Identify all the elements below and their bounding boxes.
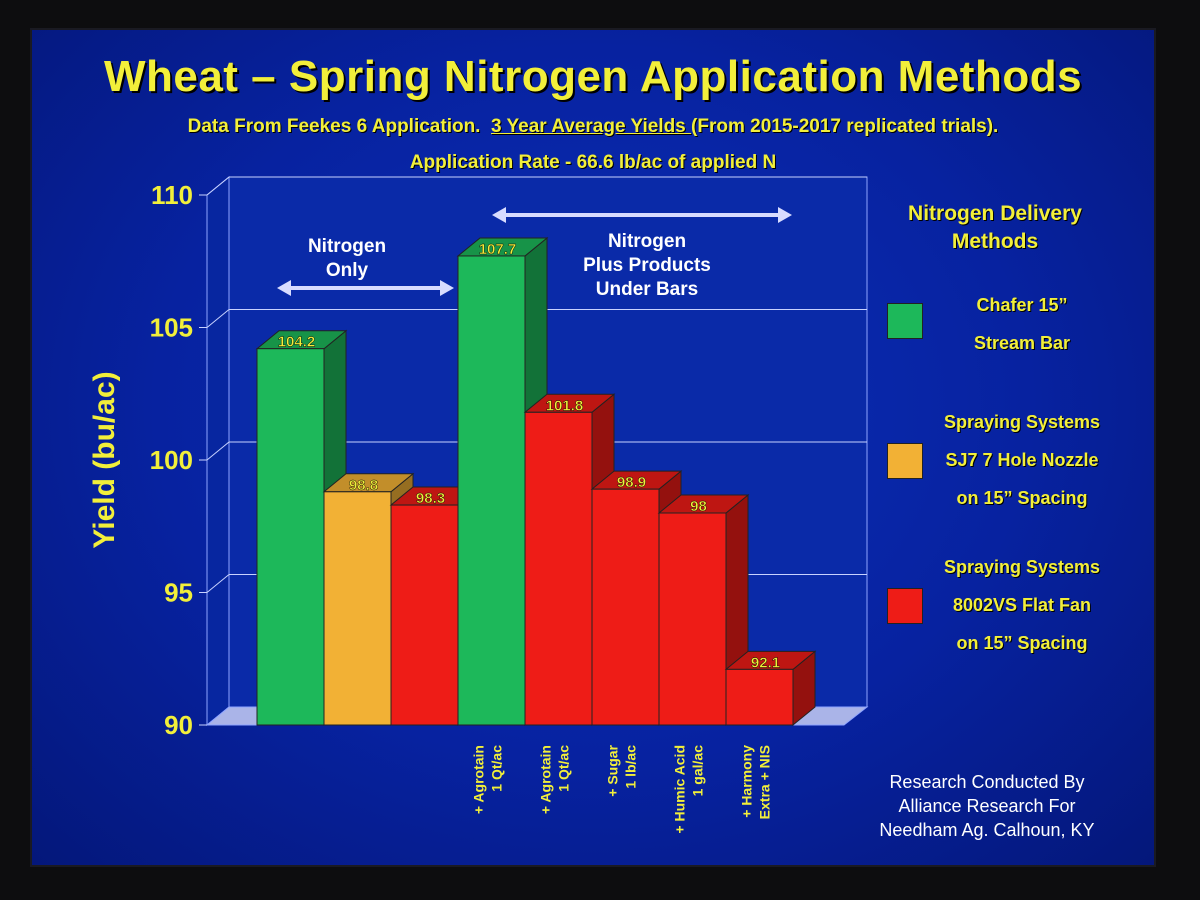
category-label: + Sugar: [605, 744, 621, 796]
gridline: [206, 441, 230, 461]
category-label: + Agrotain: [471, 745, 487, 814]
bar: [524, 411, 593, 726]
y-tick-label: 105: [150, 313, 193, 343]
credit-line: Alliance Research For: [898, 796, 1076, 816]
category-label: + Humic Acid: [672, 745, 688, 834]
slide: 90 95 100 105 110 Yield (bu/ac) 104.2 98.8 98.3 1…: [30, 28, 1156, 867]
bar: [323, 491, 392, 726]
arrow-plus-products-head-right: [778, 207, 792, 223]
legend-swatch-green: [887, 303, 923, 339]
bar-value-label: 107.7: [479, 241, 517, 258]
y-tick-label: 100: [150, 445, 193, 475]
arrow-nitrogen-only-head-left: [277, 280, 291, 296]
annotation-line: Nitrogen: [307, 236, 387, 257]
annotation-plus-products: Nitrogen Plus Products Under Bars: [557, 230, 737, 302]
application-rate: Application Rate - 66.6 lb/ac of applied…: [409, 152, 777, 173]
y-axis-label: Yield (bu/ac): [88, 371, 121, 548]
category-label: 1 Qt/ac: [489, 745, 505, 792]
legend-swatch-red: [887, 588, 923, 624]
legend-line: Stream Bar: [973, 333, 1071, 353]
annotation-line: Nitrogen: [607, 231, 687, 252]
subtitle-underlined: 3 Year Average Yields: [491, 116, 692, 137]
subtitle-pre: Data From Feekes 6 Application.: [187, 116, 481, 137]
legend-title-line: Methods: [951, 230, 1039, 253]
bar: [658, 512, 727, 726]
legend-line: SJ7 7 Hole Nozzle: [945, 450, 1099, 470]
category-label: 1 lb/ac: [623, 745, 639, 789]
legend-entry-chafer: Chafer 15” Stream Bar: [927, 286, 1117, 362]
gridline: [206, 309, 230, 328]
legend-line: 8002VS Flat Fan: [952, 595, 1092, 615]
bar-chart: 90 95 100 105 110 Yield (bu/ac) 104.2 98.8 98.3 1…: [88, 175, 869, 834]
legend-title-line: Nitrogen Delivery: [908, 202, 1082, 225]
bar: [390, 504, 459, 726]
research-credit: Research Conducted By Alliance Research …: [852, 770, 1122, 842]
credit-line: Research Conducted By: [889, 772, 1085, 792]
legend-entry-8002vs: Spraying Systems 8002VS Flat Fan on 15” …: [927, 548, 1117, 662]
y-tick-label: 90: [164, 710, 193, 740]
bar-value-label: 98.3: [416, 490, 445, 507]
category-label: 1 gal/ac: [690, 745, 706, 797]
legend-title: Nitrogen Delivery Methods: [870, 200, 1120, 256]
category-label: + Agrotain: [538, 745, 554, 814]
legend-entry-sj7: Spraying Systems SJ7 7 Hole Nozzle on 15…: [927, 403, 1117, 517]
legend-line: Spraying Systems: [943, 557, 1101, 577]
category-label: + Harmony: [739, 745, 755, 818]
annotation-line: Under Bars: [595, 279, 699, 300]
page-title: Wheat – Spring Nitrogen Application Meth…: [103, 52, 1083, 101]
gridline: [206, 176, 230, 196]
legend-line: Chafer 15”: [976, 295, 1068, 315]
arrow-nitrogen-only-head-right: [440, 280, 454, 296]
subtitle: Data From Feekes 6 Application. 3 Year A…: [32, 116, 1154, 138]
bar: [457, 255, 526, 726]
legend-line: on 15” Spacing: [956, 488, 1088, 508]
gridline: [206, 574, 230, 593]
category-label: Extra + NIS: [757, 745, 773, 819]
bar-value-label: 98: [690, 498, 707, 515]
bar: [725, 668, 794, 726]
bar: [591, 488, 660, 726]
annotation-nitrogen-only: Nitrogen Only: [272, 235, 422, 283]
y-tick-label: 110: [151, 180, 193, 210]
legend-line: Spraying Systems: [943, 412, 1101, 432]
bar-value-label: 92.1: [751, 654, 780, 671]
bar-value-label: 98.9: [617, 474, 646, 491]
y-tick-label: 95: [164, 578, 193, 608]
legend-line: on 15” Spacing: [956, 633, 1088, 653]
bar-value-label: 98.8: [349, 477, 378, 494]
annotation-line: Only: [325, 260, 369, 281]
legend-swatch-orange: [887, 443, 923, 479]
credit-line: Needham Ag. Calhoun, KY: [879, 820, 1095, 840]
bar-value-label: 104.2: [278, 334, 316, 351]
arrow-plus-products-head-left: [492, 207, 506, 223]
bar-value-label: 101.8: [546, 397, 584, 414]
subtitle-post: (From 2015-2017 replicated trials).: [691, 116, 999, 137]
category-label: 1 Qt/ac: [556, 745, 572, 792]
annotation-line: Plus Products: [583, 255, 711, 276]
bar: [256, 348, 325, 726]
